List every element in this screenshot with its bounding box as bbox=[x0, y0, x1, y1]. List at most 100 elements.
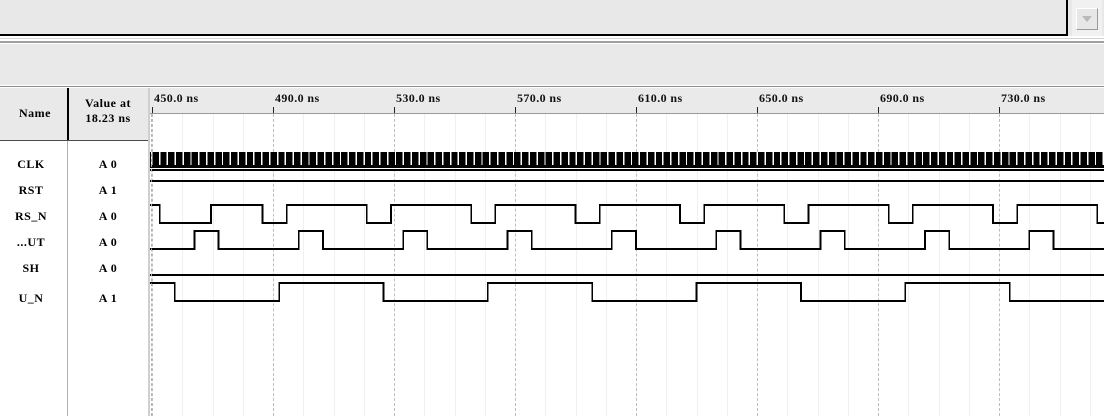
clock-gap-clk bbox=[662, 152, 664, 165]
clock-gap-clk bbox=[457, 152, 460, 165]
time-ruler[interactable]: 450.0 ns 490.0 ns 530.0 ns 570.0 ns 610.0 ns… bbox=[150, 88, 1104, 114]
ruler-label: 450.0 ns bbox=[154, 91, 199, 105]
clock-gap-clk bbox=[552, 152, 554, 165]
chevron-down-icon bbox=[1082, 16, 1092, 22]
clock-gap-clk bbox=[316, 152, 318, 165]
clock-gap-clk bbox=[465, 152, 468, 165]
clock-band-clk bbox=[150, 152, 1104, 168]
clock-gap-clk bbox=[253, 152, 255, 165]
signal-value-ut: A 0 bbox=[98, 235, 118, 249]
scroll-down-button[interactable] bbox=[1076, 8, 1098, 30]
time-cursor-line[interactable] bbox=[151, 114, 153, 416]
clock-gap-clk bbox=[497, 152, 499, 165]
clock-gap-clk bbox=[882, 152, 884, 165]
clock-gap-clk bbox=[198, 152, 200, 165]
signal-value-clk: A 0 bbox=[98, 157, 118, 171]
grid-line-minor bbox=[1029, 114, 1030, 416]
clock-gap-clk bbox=[843, 152, 845, 165]
clock-gap-clk bbox=[1063, 152, 1065, 165]
signal-name-sh[interactable]: SH bbox=[22, 261, 40, 275]
trace-un bbox=[150, 282, 1104, 302]
divider-light bbox=[0, 38, 1104, 39]
clock-gap-clk bbox=[748, 152, 751, 165]
column-header-name: Name bbox=[19, 106, 51, 120]
clock-gap-clk bbox=[968, 152, 971, 165]
ruler-label: 730.0 ns bbox=[1001, 91, 1046, 105]
clock-gap-clk bbox=[363, 152, 365, 165]
signal-name-clk[interactable]: CLK bbox=[17, 157, 45, 171]
grid-line-minor bbox=[545, 114, 546, 416]
clock-gap-clk bbox=[1086, 152, 1089, 165]
ruler-label: 610.0 ns bbox=[638, 91, 683, 105]
grid-line-major bbox=[515, 114, 516, 416]
clock-gap-clk bbox=[717, 152, 719, 165]
waveform-canvas[interactable] bbox=[150, 114, 1104, 416]
clock-gap-clk bbox=[190, 152, 192, 165]
ruler-tick bbox=[757, 107, 758, 114]
grid-line-major bbox=[999, 114, 1000, 416]
clock-gap-clk bbox=[489, 152, 491, 165]
clock-gap-clk bbox=[418, 152, 420, 165]
clock-gap-clk bbox=[276, 152, 279, 165]
ruler-tick bbox=[636, 107, 637, 114]
grid-line-minor bbox=[697, 114, 698, 416]
clock-gap-clk bbox=[528, 152, 530, 165]
grid-line-minor bbox=[1060, 114, 1061, 416]
signal-value-un: A 1 bbox=[98, 291, 118, 305]
vertical-scrollbar[interactable] bbox=[1072, 0, 1102, 36]
clock-gap-clk bbox=[575, 152, 578, 165]
clock-gap-clk bbox=[803, 152, 806, 165]
grid-line-minor bbox=[334, 114, 335, 416]
ruler-label: 690.0 ns bbox=[880, 91, 925, 105]
grid-line-major bbox=[878, 114, 879, 416]
clock-gap-clk bbox=[308, 152, 310, 165]
signal-name-rst[interactable]: RST bbox=[18, 183, 44, 197]
header-column-divider bbox=[67, 88, 69, 140]
clock-gap-clk bbox=[630, 152, 633, 165]
grid-line-major bbox=[273, 114, 274, 416]
clock-gap-clk bbox=[402, 152, 405, 165]
grid-line-minor bbox=[455, 114, 456, 416]
clock-gap-clk bbox=[324, 152, 326, 165]
clock-baseline-clk bbox=[150, 169, 1104, 171]
clock-gap-clk bbox=[811, 152, 814, 165]
signal-name-ut[interactable]: ...UT bbox=[16, 235, 46, 249]
clock-gap-clk bbox=[221, 152, 224, 165]
clock-gap-clk bbox=[1008, 152, 1010, 165]
grid-line-minor bbox=[424, 114, 425, 416]
ruler-tick bbox=[999, 107, 1000, 114]
ruler-tick bbox=[152, 107, 153, 114]
clock-gap-clk bbox=[434, 152, 436, 165]
clock-gap-clk bbox=[284, 152, 287, 165]
clock-gap-clk bbox=[206, 152, 208, 165]
signal-list-panel[interactable]: Name Value at 18.23 ns CLK A 0 RST A 1 RS_N A… bbox=[0, 88, 150, 416]
clock-gap-clk bbox=[827, 152, 829, 165]
clock-gap-clk bbox=[992, 152, 994, 165]
trace-ut bbox=[150, 230, 1104, 250]
clock-gap-clk bbox=[347, 152, 350, 165]
clock-gap-clk bbox=[1016, 152, 1018, 165]
clock-gap-clk bbox=[386, 152, 389, 165]
clock-gap-clk bbox=[268, 152, 271, 165]
row-separator bbox=[150, 180, 1104, 181]
grid-line-minor bbox=[1090, 114, 1091, 416]
header-bottom-border bbox=[0, 140, 150, 141]
clock-gap-clk bbox=[677, 152, 680, 165]
clock-gap-clk bbox=[481, 152, 483, 165]
clock-gap-clk bbox=[599, 152, 601, 165]
clock-gap-clk bbox=[937, 152, 939, 165]
signal-name-rsn[interactable]: RS_N bbox=[14, 209, 47, 223]
clock-gap-clk bbox=[693, 152, 696, 165]
grid-line-minor bbox=[969, 114, 970, 416]
clock-gap-clk bbox=[638, 152, 641, 165]
clock-gap-clk bbox=[866, 152, 869, 165]
clock-gap-clk bbox=[795, 152, 798, 165]
divider-dark bbox=[0, 41, 1104, 43]
clock-gap-clk bbox=[984, 152, 987, 165]
grid-line-major bbox=[757, 114, 758, 416]
grid-line-minor bbox=[727, 114, 728, 416]
signal-name-un[interactable]: U_N bbox=[18, 291, 44, 305]
clock-gap-clk bbox=[764, 152, 766, 165]
clock-gap-clk bbox=[166, 152, 169, 165]
clock-gap-clk bbox=[701, 152, 703, 165]
